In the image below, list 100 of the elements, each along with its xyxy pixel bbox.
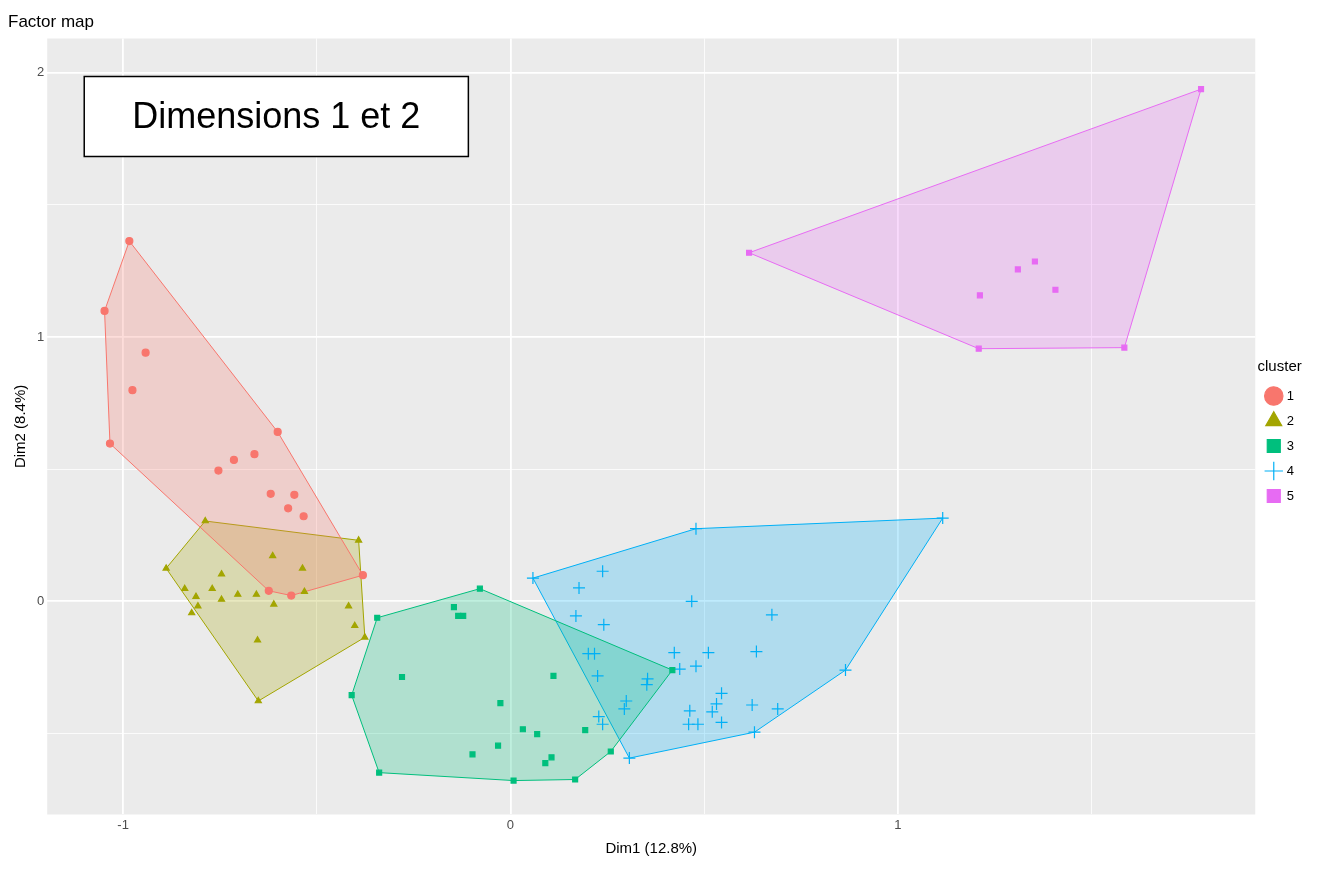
point [572, 776, 579, 783]
point [351, 621, 359, 629]
y-axis-title: Dim2 (8.4%) [11, 384, 29, 469]
legend-label: 1 [1286, 387, 1294, 403]
point [1052, 286, 1059, 293]
point [582, 727, 589, 734]
point [1197, 86, 1205, 93]
point [269, 551, 277, 559]
point [572, 581, 586, 595]
point [192, 592, 200, 599]
point [234, 590, 242, 597]
chart-title: Factor map [8, 11, 94, 31]
point [201, 516, 209, 524]
point [587, 647, 602, 661]
point [162, 564, 170, 571]
point [534, 730, 541, 738]
point [542, 760, 549, 767]
point [1014, 266, 1021, 273]
point [208, 584, 216, 592]
point [569, 609, 583, 623]
point [494, 742, 502, 749]
point [550, 672, 557, 679]
point [105, 439, 115, 448]
legend-label: 2 [1286, 412, 1294, 428]
point [689, 522, 703, 536]
point [188, 608, 196, 616]
point [217, 595, 226, 602]
point [460, 612, 467, 619]
point [254, 696, 262, 704]
point [355, 536, 363, 543]
point [519, 726, 526, 733]
point [290, 490, 299, 499]
point [266, 489, 275, 498]
point [705, 705, 719, 719]
point [714, 686, 729, 700]
point [765, 608, 779, 622]
point [526, 571, 540, 585]
point [358, 571, 367, 580]
point [747, 725, 762, 739]
point [284, 504, 293, 513]
point [714, 715, 729, 730]
point [691, 717, 705, 731]
x-tick-label: 1 [894, 816, 902, 832]
y-tick-label: 1 [37, 328, 45, 344]
point [685, 594, 699, 608]
point [128, 386, 137, 395]
point [376, 769, 383, 776]
point [1031, 258, 1038, 265]
y-tick-label: 2 [37, 64, 45, 80]
point [596, 564, 610, 578]
x-axis-title: Dim1 (12.8%) [605, 839, 698, 857]
point [214, 466, 223, 475]
x-tick-label: -1 [117, 816, 129, 832]
point [252, 590, 261, 597]
point [640, 678, 654, 692]
point [298, 564, 307, 571]
point [229, 455, 239, 465]
point [838, 663, 853, 677]
point [125, 237, 134, 246]
point [936, 511, 950, 525]
point [194, 602, 202, 609]
point [361, 633, 369, 640]
point [617, 702, 631, 716]
point [548, 754, 555, 761]
point [250, 450, 259, 459]
legend-label: 5 [1286, 487, 1294, 503]
point [348, 692, 355, 699]
annotation: Dimensions 1 et 2 [132, 95, 421, 137]
point [597, 618, 611, 632]
point [217, 570, 226, 577]
point [264, 586, 273, 595]
point [701, 646, 715, 660]
point [745, 249, 753, 256]
point [640, 672, 655, 686]
point [1121, 344, 1128, 351]
point [619, 694, 633, 708]
point [591, 669, 605, 683]
point [270, 600, 278, 607]
x-tick-label: 0 [506, 816, 515, 832]
point [273, 427, 282, 437]
point [374, 614, 381, 621]
point [344, 602, 353, 609]
point [253, 636, 262, 643]
point [181, 584, 189, 592]
point [749, 644, 764, 659]
point [497, 700, 504, 707]
legend-title: cluster [1257, 357, 1302, 375]
point [469, 751, 476, 758]
point [141, 348, 150, 357]
legend-label: 4 [1286, 462, 1294, 478]
point [673, 662, 687, 676]
point [607, 748, 614, 755]
y-tick-label: 0 [37, 592, 45, 608]
point [476, 585, 483, 592]
point [745, 698, 759, 712]
point [771, 702, 785, 716]
point [100, 306, 109, 315]
point [450, 604, 457, 611]
point [689, 659, 703, 673]
point [622, 751, 636, 765]
